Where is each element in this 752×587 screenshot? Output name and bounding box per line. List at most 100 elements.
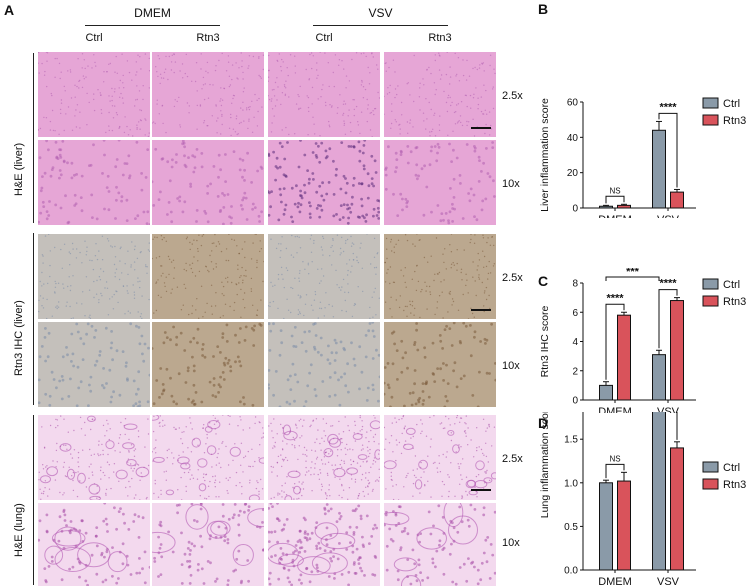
y-tick-label: 0 <box>572 396 578 407</box>
micrograph-he-liver-2-5x-rtn3-vsv <box>384 52 496 137</box>
micrograph-ihc-liver-2-5x-ctrl-vsv <box>268 234 380 319</box>
mag-label-ihc-low: 2.5x <box>502 272 523 284</box>
group-label-dmem: DMEM <box>134 6 171 20</box>
micrograph-ihc-liver-2-5x-ctrl-dmem <box>38 234 150 319</box>
significance-bracket <box>605 463 625 479</box>
y-axis-label: Liver inflammation score <box>539 98 551 212</box>
micrograph-he-lung-2-5x-ctrl-vsv <box>268 415 380 500</box>
significance-bracket <box>605 276 660 281</box>
mag-label-ihc-high: 10x <box>502 360 520 372</box>
significance-label: *** <box>626 268 640 278</box>
mag-label-he-liver-high: 10x <box>502 178 520 190</box>
bar-ctrl-dmem <box>599 384 613 401</box>
y-tick-label: 60 <box>567 98 579 109</box>
bar-rtn3-vsv <box>670 300 684 401</box>
row-bar-he-lung <box>33 415 34 585</box>
bar-rtn3-vsv <box>670 191 684 209</box>
legend-label-rtn3: Rtn3 <box>723 479 746 491</box>
y-tick-label: 0.5 <box>564 522 578 533</box>
row-bar-he-liver <box>33 53 34 223</box>
micrograph-ihc-liver-2-5x-rtn3-vsv <box>384 234 496 319</box>
bar-rtn3-dmem <box>617 204 631 209</box>
panel-a-letter: A <box>4 2 15 18</box>
scale-bar-ihc-liver <box>471 309 491 311</box>
y-tick-label: 20 <box>567 168 579 179</box>
y-axis-label: Rtn3 IHC score <box>539 305 551 377</box>
micrograph-he-liver-10x-rtn3-vsv <box>384 140 496 225</box>
y-tick-label: 40 <box>567 133 579 144</box>
micrograph-he-liver-2-5x-ctrl-dmem <box>38 52 150 137</box>
bar-rtn3-vsv <box>670 447 684 571</box>
x-tick-label-dmem: DMEM <box>598 576 632 587</box>
micrograph-he-lung-10x-rtn3-vsv <box>384 503 496 586</box>
micrograph-he-lung-10x-rtn3-dmem <box>152 503 264 586</box>
micrograph-ihc-liver-10x-rtn3-dmem <box>152 322 264 407</box>
column-label-rtn3-vsv: Rtn3 <box>428 32 452 44</box>
row-label-he-lung: H&E (lung) <box>13 503 25 557</box>
significance-label: **** <box>659 101 677 113</box>
significance-bracket <box>658 289 678 349</box>
scale-bar-he-lung <box>471 489 491 491</box>
group-label-vsv: VSV <box>368 6 393 20</box>
legend-swatch-rtn3 <box>702 295 719 307</box>
y-tick-label: 4 <box>572 337 578 348</box>
micrograph-he-lung-10x-ctrl-dmem <box>38 503 150 586</box>
legend-label-ctrl: Ctrl <box>723 462 740 474</box>
column-label-ctrl-dmem: Ctrl <box>85 32 103 44</box>
significance-label: **** <box>659 278 677 290</box>
micrograph-he-liver-2-5x-ctrl-vsv <box>268 52 380 137</box>
x-tick-label-dmem: DMEM <box>598 214 632 218</box>
legend-label-rtn3: Rtn3 <box>723 296 746 308</box>
y-axis-label: Lung inflammation score <box>539 412 551 518</box>
panel-letter-d: D <box>538 415 548 431</box>
legend-swatch-rtn3 <box>702 114 719 126</box>
micrograph-ihc-liver-2-5x-rtn3-dmem <box>152 234 264 319</box>
legend-label-ctrl: Ctrl <box>723 98 740 110</box>
micrograph-he-lung-2-5x-rtn3-vsv <box>384 415 496 500</box>
bar-ctrl-vsv <box>652 354 666 401</box>
chart-b: B Liver inflammation score 0 20 40 60 DMEM VSV N… <box>538 1 746 218</box>
micrograph-ihc-liver-10x-rtn3-vsv <box>384 322 496 407</box>
mag-label-lung-high: 10x <box>502 537 520 549</box>
micrograph-he-lung-10x-ctrl-vsv <box>268 503 380 586</box>
bar-ctrl-vsv <box>652 129 666 209</box>
significance-bracket <box>605 195 625 204</box>
y-tick-label: 1.0 <box>564 478 578 489</box>
bar-rtn3-dmem <box>617 480 631 571</box>
legend-swatch-rtn3 <box>702 478 719 490</box>
significance-label: NS <box>609 186 620 195</box>
group-line-vsv <box>313 25 448 26</box>
micrograph-he-liver-2-5x-rtn3-dmem <box>152 52 264 137</box>
bar-rtn3-dmem <box>617 314 631 401</box>
legend-swatch-ctrl <box>702 97 719 109</box>
significance-label: **** <box>606 292 624 304</box>
micrograph-ihc-liver-10x-ctrl-dmem <box>38 322 150 407</box>
row-label-he-liver: H&E (liver) <box>13 142 25 196</box>
y-tick-label: 1.5 <box>564 435 578 446</box>
legend-label-rtn3: Rtn3 <box>723 115 746 127</box>
x-tick-label-vsv: VSV <box>657 214 680 218</box>
micrograph-he-liver-10x-ctrl-dmem <box>38 140 150 225</box>
bar-ctrl-dmem <box>599 482 613 571</box>
y-tick-label: 0 <box>572 204 578 215</box>
row-label-ihc-liver: Rtn3 IHC (liver) <box>13 300 25 376</box>
x-tick-label-vsv: VSV <box>657 576 680 587</box>
mag-label-lung-low: 2.5x <box>502 453 523 465</box>
legend-label-ctrl: Ctrl <box>723 279 740 291</box>
micrograph-ihc-liver-10x-ctrl-vsv <box>268 322 380 407</box>
legend-swatch-ctrl <box>702 278 719 290</box>
x-tick-label-dmem: DMEM <box>598 406 632 413</box>
column-label-rtn3-dmem: Rtn3 <box>196 32 220 44</box>
panel-letter-b: B <box>538 1 548 17</box>
significance-bracket <box>605 303 625 380</box>
significance-label: NS <box>609 454 620 463</box>
bar-ctrl-vsv <box>652 412 666 571</box>
scale-bar-he-liver <box>471 127 491 129</box>
micrograph-he-lung-2-5x-rtn3-dmem <box>152 415 264 500</box>
micrograph-he-lung-2-5x-ctrl-dmem <box>38 415 150 500</box>
y-tick-label: 6 <box>572 308 578 319</box>
y-tick-label: 0.0 <box>564 566 578 577</box>
significance-bracket <box>658 112 678 188</box>
micrograph-he-liver-10x-rtn3-dmem <box>152 140 264 225</box>
